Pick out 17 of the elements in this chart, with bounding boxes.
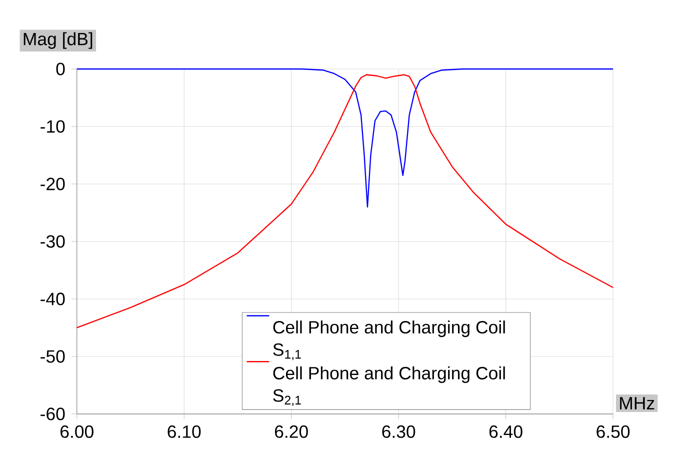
y-axis-title: Mag [dB]: [24, 32, 92, 49]
y-tick-label: -30: [40, 235, 65, 248]
legend-label: Cell Phone and Charging Coil S$_{2,1}$: [273, 366, 505, 406]
x-tick-label: 6.30: [382, 425, 416, 438]
x-tick-label: 6.20: [274, 425, 308, 438]
y-tick-label: -60: [40, 408, 65, 420]
x-tick-label: 6.40: [489, 425, 522, 438]
y-tick-label: -50: [40, 350, 65, 363]
x-tick-label: 6.50: [596, 425, 630, 438]
y-tick-label: -10: [40, 120, 65, 133]
y-tick-label: -20: [40, 178, 65, 190]
x-axis-title: MHz: [620, 396, 654, 410]
y-tick-label: 0: [56, 62, 65, 76]
y-tick-label: -40: [40, 292, 65, 306]
legend-label: Cell Phone and Charging Coil S$_{1,1}$: [273, 320, 505, 360]
x-tick-label: 6.10: [168, 425, 201, 438]
x-tick-label: 6.00: [60, 425, 94, 438]
